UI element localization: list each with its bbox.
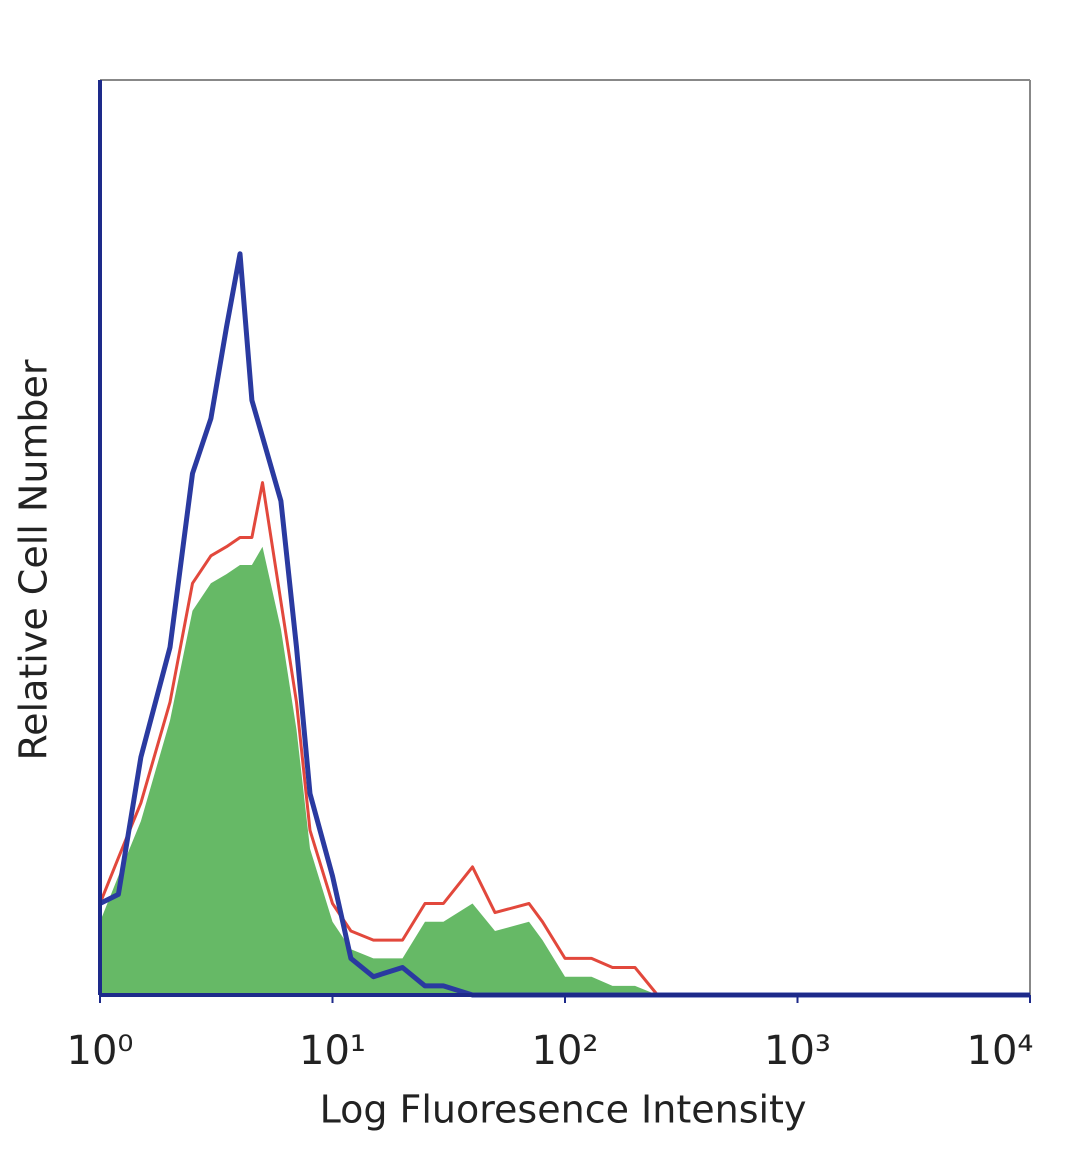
histogram-area — [100, 546, 1030, 995]
x-tick-label: 10³ — [764, 1028, 831, 1074]
x-tick-label: 10⁴ — [967, 1028, 1034, 1074]
x-tick-label: 10⁰ — [67, 1028, 134, 1074]
y-axis-title: Relative Cell Number — [12, 359, 56, 760]
x-axis-title: Log Fluoresence Intensity — [320, 1088, 807, 1132]
histogram-line — [98, 481, 1030, 997]
x-tick-label: 10¹ — [299, 1028, 366, 1074]
x-tick-label: 10² — [532, 1028, 599, 1074]
